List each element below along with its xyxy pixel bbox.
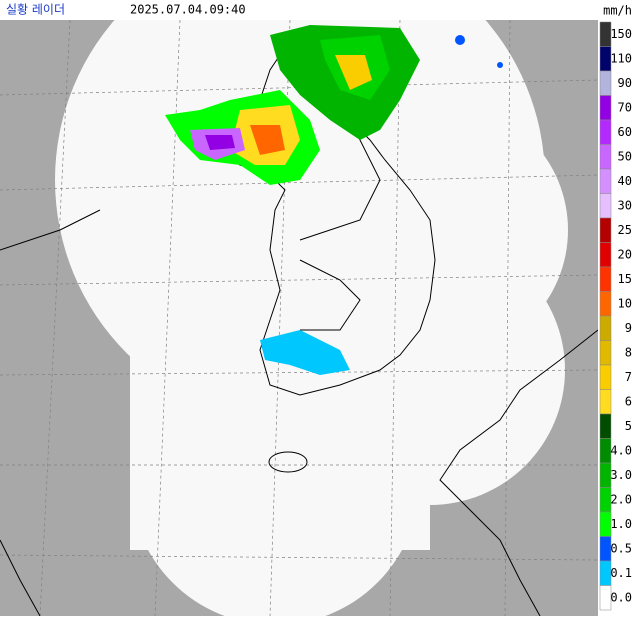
legend-label: 50 [618,149,632,163]
legend-swatch [599,291,612,317]
legend-label: 0.1 [610,566,632,580]
legend-swatch [599,168,612,194]
legend-swatch [599,266,612,292]
legend-swatch [599,70,612,96]
legend-label: 7 [625,370,632,384]
legend-label: 10 [618,296,632,310]
legend-label: 8 [625,345,632,359]
unit: mm/h [603,4,632,18]
map [0,20,598,616]
coastline [0,38,598,616]
legend-label: 3.0 [610,468,632,482]
precipitation [165,25,503,375]
legend-label: 40 [618,174,632,188]
legend-label: 150 [610,27,632,41]
legend-swatch [599,119,612,145]
legend-swatch [599,585,612,611]
legend-label: 60 [618,125,632,139]
legend-label: 0.0 [610,590,632,604]
legend-swatch [599,389,612,415]
legend-swatch [599,217,612,243]
legend-label: 2.0 [610,492,632,506]
legend-label: 70 [618,100,632,114]
legend-label: 20 [618,247,632,261]
legend-swatch [599,364,612,390]
legend-label: 90 [618,76,632,90]
legend-label: 25 [618,223,632,237]
legend-swatch [599,315,612,341]
legend-label: 5 [625,419,632,433]
title: 실황 레이더 [6,3,65,17]
legend-label: 4.0 [610,443,632,457]
legend-label: 110 [610,51,632,65]
legend-swatch [599,340,612,366]
legend-label: 1.0 [610,517,632,531]
legend-swatch [599,193,612,219]
legend-label: 6 [625,394,632,408]
legend-swatch [599,242,612,268]
legend-label: 30 [618,198,632,212]
legend-swatch [599,413,612,439]
legend: 150 110 90 70 60 50 40 30 25 20 15 10 9 8 7 6 5 4.0 3.0 2.0… [599,21,632,611]
legend-label: 9 [625,321,632,335]
legend-swatch [599,95,612,121]
legend-swatch [599,144,612,170]
legend-label: 15 [618,272,632,286]
timestamp: 2025.07.04.09:40 [130,3,246,17]
legend-label: 0.5 [610,541,632,555]
